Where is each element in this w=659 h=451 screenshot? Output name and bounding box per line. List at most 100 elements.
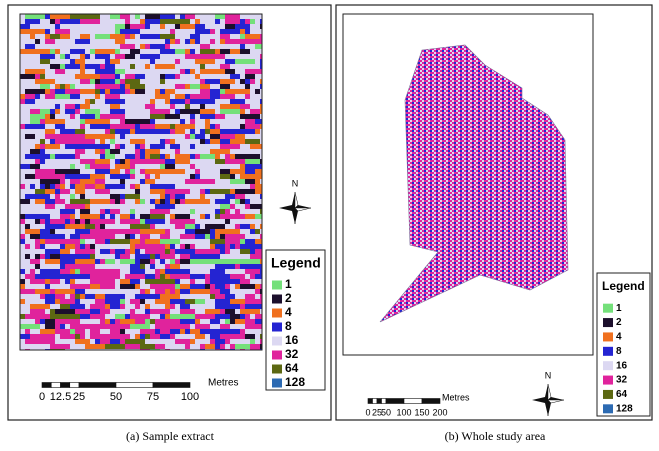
raster-cell bbox=[145, 44, 150, 49]
raster-cell bbox=[200, 239, 205, 244]
raster-cell bbox=[135, 184, 140, 189]
raster-cell bbox=[185, 149, 190, 154]
raster-cell bbox=[90, 69, 95, 74]
raster-cell bbox=[25, 144, 30, 149]
raster-cell bbox=[25, 239, 30, 244]
raster-cell bbox=[45, 59, 50, 64]
raster-cell bbox=[145, 174, 150, 179]
raster-cell bbox=[95, 144, 100, 149]
raster-cell bbox=[20, 344, 25, 349]
raster-cell bbox=[115, 109, 120, 114]
raster-cell bbox=[230, 54, 235, 59]
raster-cell bbox=[160, 139, 165, 144]
raster-cell bbox=[80, 129, 85, 134]
raster-cell bbox=[135, 169, 140, 174]
raster-cell bbox=[170, 144, 175, 149]
raster-cell bbox=[240, 294, 245, 299]
raster-cell bbox=[65, 99, 70, 104]
raster-cell bbox=[220, 254, 225, 259]
raster-cell bbox=[130, 84, 135, 89]
raster-cell bbox=[195, 134, 200, 139]
raster-cell bbox=[230, 284, 235, 289]
raster-cell bbox=[90, 99, 95, 104]
raster-cell bbox=[135, 134, 140, 139]
raster-cell bbox=[90, 304, 95, 309]
raster-cell bbox=[175, 339, 180, 344]
raster-cell bbox=[85, 134, 90, 139]
raster-cell bbox=[85, 229, 90, 234]
raster-cell bbox=[110, 304, 115, 309]
raster-cell bbox=[210, 139, 215, 144]
raster-cell bbox=[65, 84, 70, 89]
raster-cell bbox=[170, 319, 175, 324]
raster-cell bbox=[100, 299, 105, 304]
raster-cell bbox=[110, 344, 115, 349]
raster-cell bbox=[200, 219, 205, 224]
raster-cell bbox=[60, 179, 65, 184]
raster-cell bbox=[80, 164, 85, 169]
raster-cell bbox=[130, 304, 135, 309]
raster-cell bbox=[35, 304, 40, 309]
raster-cell bbox=[65, 334, 70, 339]
scale-segment bbox=[421, 398, 441, 404]
raster-cell bbox=[60, 219, 65, 224]
raster-cell bbox=[90, 109, 95, 114]
raster-cell bbox=[60, 74, 65, 79]
raster-cell bbox=[205, 204, 210, 209]
raster-cell bbox=[240, 189, 245, 194]
raster-cell bbox=[35, 269, 40, 274]
raster-cell bbox=[95, 94, 100, 99]
raster-cell bbox=[75, 319, 80, 324]
raster-cell bbox=[125, 274, 130, 279]
raster-cell bbox=[225, 294, 230, 299]
raster-cell bbox=[25, 109, 30, 114]
raster-cell bbox=[210, 199, 215, 204]
raster-cell bbox=[130, 274, 135, 279]
raster-cell bbox=[95, 139, 100, 144]
raster-cell bbox=[145, 244, 150, 249]
raster-cell bbox=[110, 84, 115, 89]
raster-cell bbox=[150, 169, 155, 174]
raster-cell bbox=[215, 264, 220, 269]
raster-cell bbox=[90, 164, 95, 169]
raster-cell bbox=[255, 269, 260, 274]
raster-cell bbox=[115, 44, 120, 49]
raster-cell bbox=[75, 294, 80, 299]
raster-cell bbox=[105, 249, 110, 254]
raster-cell bbox=[40, 54, 45, 59]
raster-cell bbox=[115, 24, 120, 29]
raster-cell bbox=[225, 159, 230, 164]
raster-cell bbox=[80, 279, 85, 284]
raster-cell bbox=[45, 224, 50, 229]
raster-cell bbox=[65, 279, 70, 284]
raster-cell bbox=[115, 259, 120, 264]
raster-cell bbox=[205, 139, 210, 144]
raster-cell bbox=[165, 89, 170, 94]
raster-cell bbox=[160, 149, 165, 154]
raster-cell bbox=[120, 74, 125, 79]
raster-cell bbox=[120, 94, 125, 99]
raster-cell bbox=[155, 294, 160, 299]
raster-cell bbox=[125, 79, 130, 84]
raster-cell bbox=[220, 54, 225, 59]
raster-cell bbox=[240, 234, 245, 239]
raster-cell bbox=[230, 324, 235, 329]
raster-cell bbox=[80, 299, 85, 304]
raster-cell bbox=[70, 324, 75, 329]
raster-cell bbox=[110, 254, 115, 259]
raster-cell bbox=[220, 174, 225, 179]
raster-cell bbox=[60, 279, 65, 284]
legend-label: 64 bbox=[616, 389, 628, 400]
raster-cell bbox=[130, 134, 135, 139]
raster-cell bbox=[260, 254, 262, 259]
raster-cell bbox=[140, 294, 145, 299]
raster-cell bbox=[195, 344, 200, 349]
raster-cell bbox=[190, 124, 195, 129]
raster-cell bbox=[260, 14, 262, 19]
raster-cell bbox=[140, 139, 145, 144]
raster-cell bbox=[90, 234, 95, 239]
raster-cell bbox=[200, 184, 205, 189]
raster-cell bbox=[90, 179, 95, 184]
raster-cell bbox=[100, 184, 105, 189]
raster-cell bbox=[150, 159, 155, 164]
